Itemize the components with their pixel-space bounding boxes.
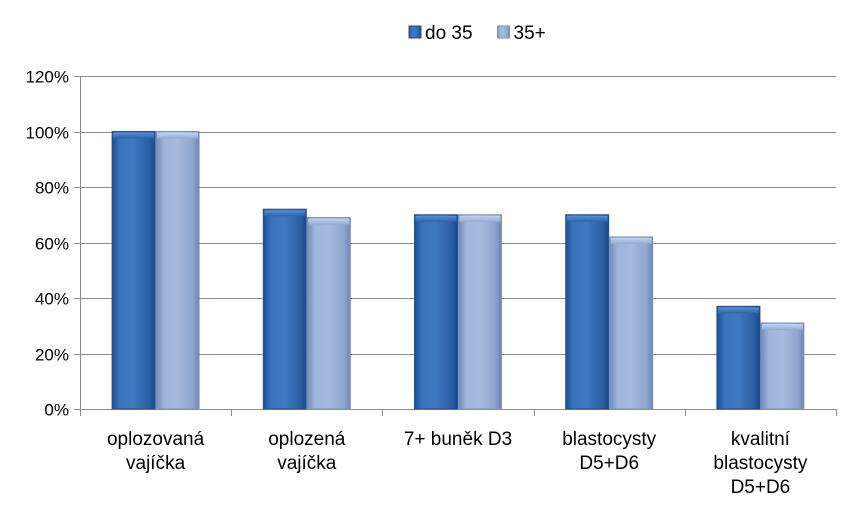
- x-category-label: kvalitní blastocysty D5+D6: [713, 429, 807, 498]
- x-category-label: oplozená vajíčka: [268, 429, 346, 474]
- y-tick-label: 20%: [35, 346, 69, 365]
- labels: 0% 20% 40% 60% 80% 100% 120% oplozovaná vajíčka o…: [26, 68, 808, 499]
- bar-cap: [415, 215, 457, 222]
- legend-item: 35+: [497, 23, 546, 44]
- bar-body: [306, 217, 351, 410]
- bar-cap: [459, 215, 501, 222]
- legend-swatch: [497, 25, 510, 39]
- bar-0-1: [262, 208, 307, 410]
- bar-1-0: [155, 131, 200, 410]
- bar-body: [760, 322, 805, 410]
- x-category-label: oplozovaná vajíčka: [107, 429, 205, 474]
- bar-body: [111, 131, 156, 410]
- y-tick-label: 0%: [44, 401, 69, 420]
- bar-cap: [610, 237, 652, 244]
- bar-body: [414, 214, 458, 410]
- legend-label: do 35: [425, 23, 473, 44]
- bar-body: [458, 214, 502, 410]
- bars: [111, 131, 805, 410]
- bar-0-2: [414, 214, 458, 410]
- bar-body: [262, 208, 307, 410]
- bar-cap: [264, 210, 306, 217]
- legend: do 35 35+: [408, 23, 546, 44]
- x-category-label: 7+ buněk D3: [404, 429, 512, 450]
- bar-0-4: [716, 305, 761, 410]
- y-tick-label: 40%: [35, 290, 69, 309]
- bar-cap: [113, 132, 155, 139]
- x-category-label: blastocysty D5+D6: [562, 429, 656, 474]
- bar-body: [609, 236, 654, 410]
- bar-1-1: [306, 217, 351, 410]
- bar-cap: [157, 132, 199, 139]
- bar-1-2: [458, 214, 502, 410]
- y-tick-label: 80%: [35, 179, 69, 198]
- bar-1-4: [760, 322, 805, 410]
- bar-0-3: [565, 214, 610, 410]
- legend-item: do 35: [408, 23, 473, 44]
- bar-cap: [566, 215, 608, 222]
- bar-body: [716, 305, 761, 410]
- bar-cap: [308, 218, 350, 225]
- bar-body: [565, 214, 610, 410]
- bar-cap: [717, 307, 759, 314]
- bar-0-0: [111, 131, 156, 410]
- bar-body: [155, 131, 200, 410]
- y-tick-label: 100%: [26, 124, 69, 143]
- bar-cap: [761, 323, 803, 330]
- legend-swatch: [408, 25, 422, 39]
- y-tick-label: 60%: [35, 235, 69, 254]
- bar-1-3: [609, 236, 654, 410]
- legend-label: 35+: [514, 23, 546, 44]
- y-tick-label: 120%: [26, 68, 69, 87]
